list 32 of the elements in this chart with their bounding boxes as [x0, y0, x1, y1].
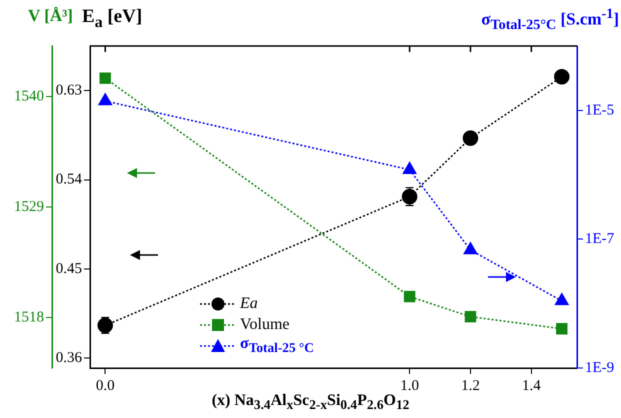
legend-label: Volume	[240, 316, 290, 334]
point	[554, 68, 570, 84]
point	[556, 323, 568, 334]
y-tick-label: 0.45	[56, 260, 82, 277]
point	[464, 310, 476, 322]
legend-label: Ea	[240, 294, 258, 312]
point	[464, 242, 478, 254]
y-tick-label: 0.63	[56, 82, 82, 99]
x-tick-label: 1.0	[400, 378, 419, 394]
x-tick-label: 1.2	[461, 378, 480, 394]
y3-tick-label: 1518	[14, 310, 44, 326]
point	[100, 72, 111, 84]
y2-axis-title: σ$_{Total-25°C}$ [S.cm$^{-1}$]	[481, 6, 619, 34]
y-axis-title: E$_{a}$ [eV]	[82, 6, 142, 32]
y3-tick-label: 1540	[14, 88, 44, 104]
point	[402, 188, 418, 204]
point	[554, 293, 569, 306]
text: (x) Na$_{3.4}$Al$_{x}$Sc$_{2-x}$Si$_{0.4}$P$_{2.6}$O$_{12}$	[212, 392, 410, 412]
point	[98, 93, 112, 106]
y2-tick-label: 1E-5	[585, 102, 614, 118]
y-tick-label: 0.54	[56, 172, 82, 188]
x-tick-label: 0.0	[96, 378, 115, 394]
y3-tick-label: 1529	[14, 198, 44, 215]
point	[402, 162, 416, 174]
point	[404, 290, 416, 302]
y2-tick-label: 1E-9	[585, 360, 614, 376]
y-tick-label: 0.36	[56, 350, 82, 366]
y2-tick-label: 1E-7	[585, 231, 615, 248]
legend-label: σ$_{Total-25 °C}$	[240, 334, 314, 356]
y3-axis-title: V [Å³]	[28, 6, 73, 26]
x-tick-label: 1.4	[522, 378, 542, 394]
point	[462, 130, 478, 146]
